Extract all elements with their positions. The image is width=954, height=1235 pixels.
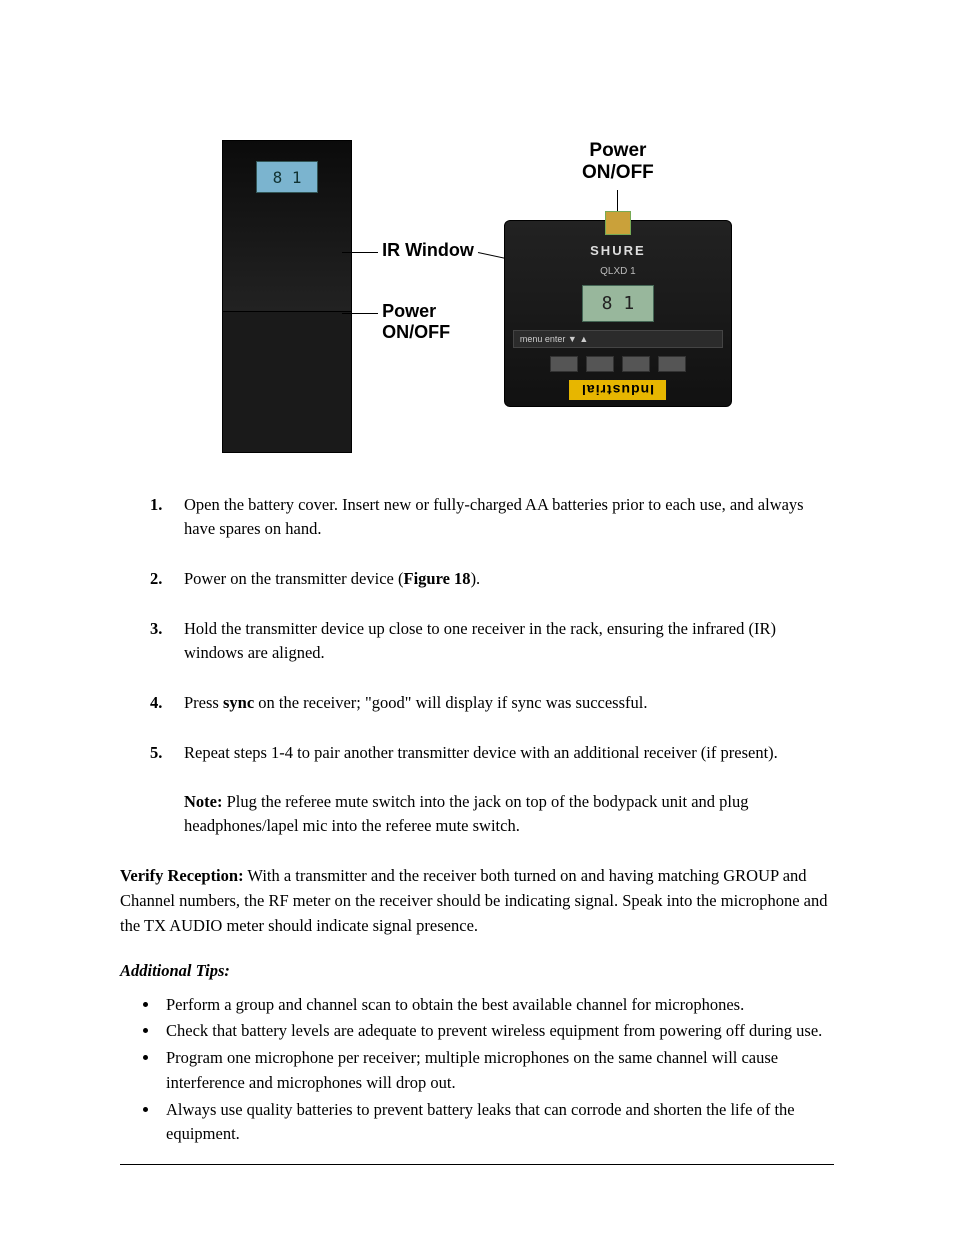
sync-keyword: sync xyxy=(223,693,254,712)
label-power-onoff-right: Power ON/OFF xyxy=(504,140,732,184)
antenna-icon xyxy=(605,211,631,235)
figure-center-labels: IR Window Power ON/OFF xyxy=(382,240,474,343)
label-ir-window: IR Window xyxy=(382,240,474,261)
bodypack-button xyxy=(622,356,650,372)
step-5: Repeat steps 1-4 to pair another transmi… xyxy=(150,741,834,765)
figure-ref: Figure 18 xyxy=(403,569,470,588)
bodypack-button xyxy=(658,356,686,372)
bodypack-button-row: menu enter ▼ ▲ xyxy=(513,330,723,348)
verify-reception-paragraph: Verify Reception: With a transmitter and… xyxy=(120,864,834,938)
page: 8 1 IR Window Power ON/OFF Power ON/OFF xyxy=(0,0,954,1235)
tip-1: Perform a group and channel scan to obta… xyxy=(160,993,834,1018)
step-1: Open the battery cover. Insert new or fu… xyxy=(150,493,834,541)
handheld-lcd: 8 1 xyxy=(256,161,318,193)
note-text: Plug the referee mute switch into the ja… xyxy=(184,792,749,835)
steps-list: Open the battery cover. Insert new or fu… xyxy=(150,493,834,764)
step-2: Power on the transmitter device (Figure … xyxy=(150,567,834,591)
bodypack-lcd: 8 1 xyxy=(582,285,654,322)
bodypack-button xyxy=(586,356,614,372)
step-4: Press sync on the receiver; "good" will … xyxy=(150,691,834,715)
bodypack-button xyxy=(550,356,578,372)
tips-list: Perform a group and channel scan to obta… xyxy=(160,993,834,1148)
figure-18: 8 1 IR Window Power ON/OFF Power ON/OFF xyxy=(120,140,834,453)
additional-tips-heading: Additional Tips: xyxy=(120,961,834,981)
bodypack-bottom-label: Industrial xyxy=(569,380,666,400)
handheld-transmitter-image: 8 1 xyxy=(222,140,352,453)
step-3: Hold the transmitter device up close to … xyxy=(150,617,834,665)
bodypack-transmitter-image: Power ON/OFF SHURE QLXD 1 8 1 menu enter… xyxy=(504,140,732,407)
tip-4: Always use quality batteries to prevent … xyxy=(160,1098,834,1148)
bodypack-brand: SHURE xyxy=(590,243,646,258)
footer-rule xyxy=(120,1164,834,1165)
tip-2: Check that battery levels are adequate t… xyxy=(160,1019,834,1044)
label-power-onoff-left: Power ON/OFF xyxy=(382,301,450,343)
bodypack-model: QLXD 1 xyxy=(600,266,636,277)
note-paragraph: Note: Plug the referee mute switch into … xyxy=(184,790,834,838)
note-label: Note: xyxy=(184,792,222,811)
verify-label: Verify Reception: xyxy=(120,866,244,885)
tip-3: Program one microphone per receiver; mul… xyxy=(160,1046,834,1096)
